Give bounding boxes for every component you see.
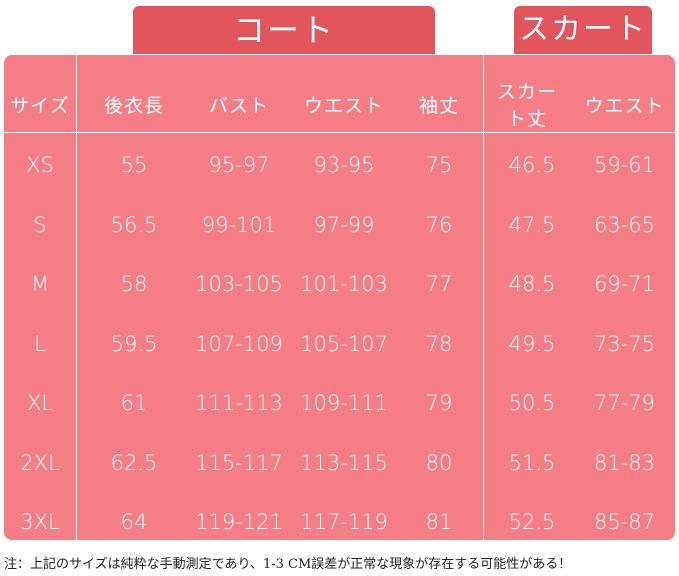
skirt-group-header: スカート bbox=[514, 6, 652, 54]
cell-back-length: 56.5 bbox=[110, 212, 158, 237]
cell-waist: 93-95 bbox=[313, 153, 375, 177]
cell-waist: 97-99 bbox=[313, 212, 375, 237]
cell-bust: 99-101 bbox=[201, 212, 277, 237]
cell-skirt-length: 47.5 bbox=[508, 212, 556, 237]
cell-size: M bbox=[30, 272, 50, 296]
cell-skirt-length: 46.5 bbox=[508, 153, 556, 177]
cell-skirt-waist: 81-83 bbox=[593, 450, 656, 475]
cell-size: 2XL bbox=[20, 450, 60, 475]
cell-bust: 103-105 bbox=[195, 272, 283, 296]
cell-sleeve: 78 bbox=[425, 331, 453, 356]
cell-skirt-length: 49.5 bbox=[508, 331, 556, 356]
cell-size: 3XL bbox=[20, 510, 60, 534]
column-header-size: サイズ bbox=[10, 95, 70, 117]
cell-bust: 95-97 bbox=[208, 153, 270, 177]
coat-skirt-divider bbox=[483, 55, 484, 540]
cell-waist: 117-119 bbox=[300, 510, 388, 534]
cell-skirt-waist: 77-79 bbox=[593, 391, 656, 415]
column-header-skirt-waist: ウエスト bbox=[584, 95, 665, 117]
cell-bust: 111-113 bbox=[195, 391, 283, 415]
cell-back-length: 62.5 bbox=[110, 450, 158, 475]
cell-back-length: 58 bbox=[120, 272, 148, 296]
cell-waist: 101-103 bbox=[300, 272, 388, 296]
cell-waist: 113-115 bbox=[300, 450, 388, 475]
header-row-divider bbox=[4, 132, 675, 133]
size-grid: サイズ 後衣長 バスト ウエスト 袖丈 スカート丈 ウエスト XS 55 95-97… bbox=[4, 55, 675, 540]
cell-skirt-length: 48.5 bbox=[508, 272, 556, 296]
cell-skirt-waist: 85-87 bbox=[593, 510, 656, 534]
column-header-skirt-length: スカート丈 bbox=[496, 81, 557, 130]
cell-skirt-waist: 59-61 bbox=[593, 153, 656, 177]
cell-sleeve: 75 bbox=[425, 153, 453, 177]
cell-back-length: 55 bbox=[120, 153, 148, 177]
cell-bust: 119-121 bbox=[195, 510, 283, 534]
cell-sleeve: 76 bbox=[425, 212, 453, 237]
cell-sleeve: 80 bbox=[425, 450, 453, 475]
cell-sleeve: 77 bbox=[425, 272, 453, 296]
size-table: サイズ 後衣長 バスト ウエスト 袖丈 スカート丈 ウエスト XS 55 95-97… bbox=[4, 55, 675, 540]
cell-back-length: 61 bbox=[120, 391, 148, 415]
cell-skirt-length: 52.5 bbox=[508, 510, 556, 534]
coat-group-header: コート bbox=[133, 6, 435, 54]
cell-back-length: 59.5 bbox=[110, 331, 158, 356]
cell-size: L bbox=[34, 331, 46, 356]
column-header-sleeve: 袖丈 bbox=[418, 95, 459, 117]
cell-bust: 115-117 bbox=[195, 450, 283, 475]
cell-skirt-length: 51.5 bbox=[508, 450, 556, 475]
cell-skirt-waist: 63-65 bbox=[593, 212, 656, 237]
measurement-note: 注：上記のサイズは純粋な手動測定であり、1-3 CM誤差が正常な現象が存在する可… bbox=[4, 557, 572, 572]
cell-size: XS bbox=[26, 153, 54, 177]
cell-waist: 109-111 bbox=[300, 391, 388, 415]
cell-waist: 105-107 bbox=[300, 331, 388, 356]
size-column-divider bbox=[76, 55, 77, 540]
cell-skirt-length: 50.5 bbox=[508, 391, 556, 415]
cell-size: S bbox=[33, 212, 47, 237]
cell-sleeve: 81 bbox=[425, 510, 453, 534]
cell-back-length: 64 bbox=[120, 510, 148, 534]
column-header-waist: ウエスト bbox=[303, 95, 384, 117]
column-header-back-length: 後衣長 bbox=[103, 95, 164, 117]
cell-bust: 107-109 bbox=[195, 331, 283, 356]
cell-skirt-waist: 69-71 bbox=[593, 272, 656, 296]
cell-skirt-waist: 73-75 bbox=[593, 331, 656, 356]
cell-sleeve: 79 bbox=[425, 391, 453, 415]
cell-size: XL bbox=[26, 391, 54, 415]
column-header-bust: バスト bbox=[208, 95, 269, 117]
